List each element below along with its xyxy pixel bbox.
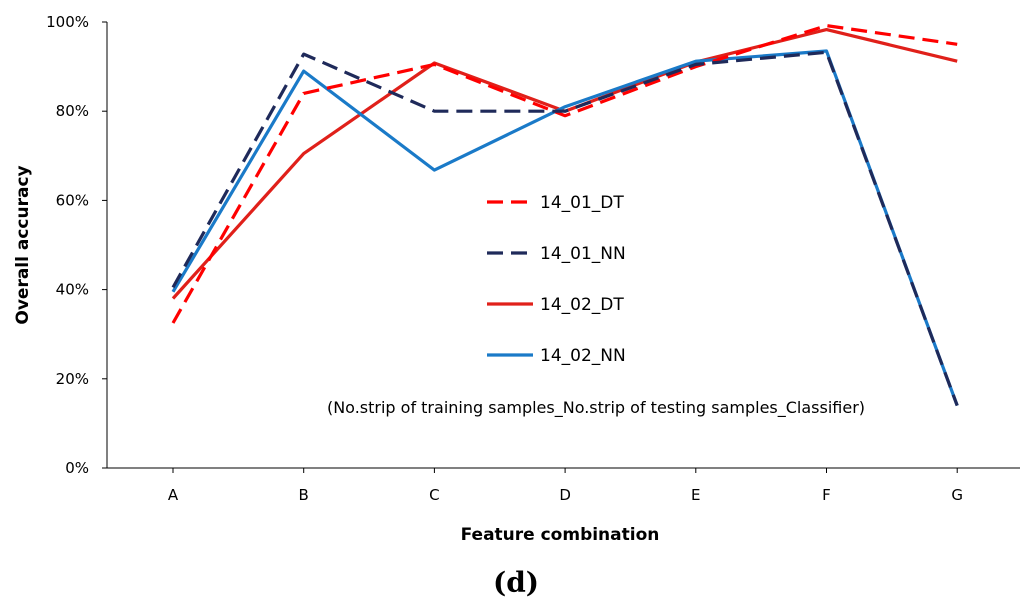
series-line-14-01-nn	[171, 50, 959, 407]
series-lines	[171, 24, 959, 407]
y-tick-label-20: 20%	[56, 370, 89, 388]
series-line-14-02-nn	[171, 49, 959, 407]
series-line-14-01-dt	[171, 24, 958, 324]
x-axis-title: Feature combination	[461, 525, 660, 545]
y-tick-label-80: 80%	[56, 102, 89, 120]
x-tick-label-c: C	[429, 486, 439, 504]
legend-label-14-02-nn: 14_02_NN	[540, 346, 626, 366]
x-tick-label-g: G	[951, 486, 963, 504]
x-tick-label-e: E	[691, 486, 700, 504]
x-tick-label-b: B	[299, 486, 309, 504]
legend-label-14-02-dt: 14_02_DT	[540, 295, 624, 315]
chart-annotation: (No.strip of training samples_No.strip o…	[327, 398, 865, 418]
plot-frame	[106, 22, 1020, 469]
legend-label-14-01-nn: 14_01_NN	[540, 244, 626, 264]
y-axis-title: Overall accuracy	[13, 165, 33, 324]
x-tick-label-f: F	[822, 486, 831, 504]
panel-label: (d)	[493, 566, 539, 599]
y-ticks: 0% 20% 40% 60% 80% 100%	[46, 13, 107, 477]
y-tick-label-0: 0%	[65, 459, 89, 477]
x-tick-label-a: A	[168, 486, 179, 504]
x-tick-label-d: D	[559, 486, 571, 504]
y-tick-label-100: 100%	[46, 13, 89, 31]
y-tick-label-60: 60%	[56, 191, 89, 209]
legend: 14_01_DT 14_01_NN 14_02_DT 14_02_NN	[487, 193, 626, 366]
x-ticks: A B C D E F G	[168, 468, 963, 504]
legend-label-14-01-dt: 14_01_DT	[540, 193, 624, 213]
y-tick-label-40: 40%	[56, 281, 89, 299]
